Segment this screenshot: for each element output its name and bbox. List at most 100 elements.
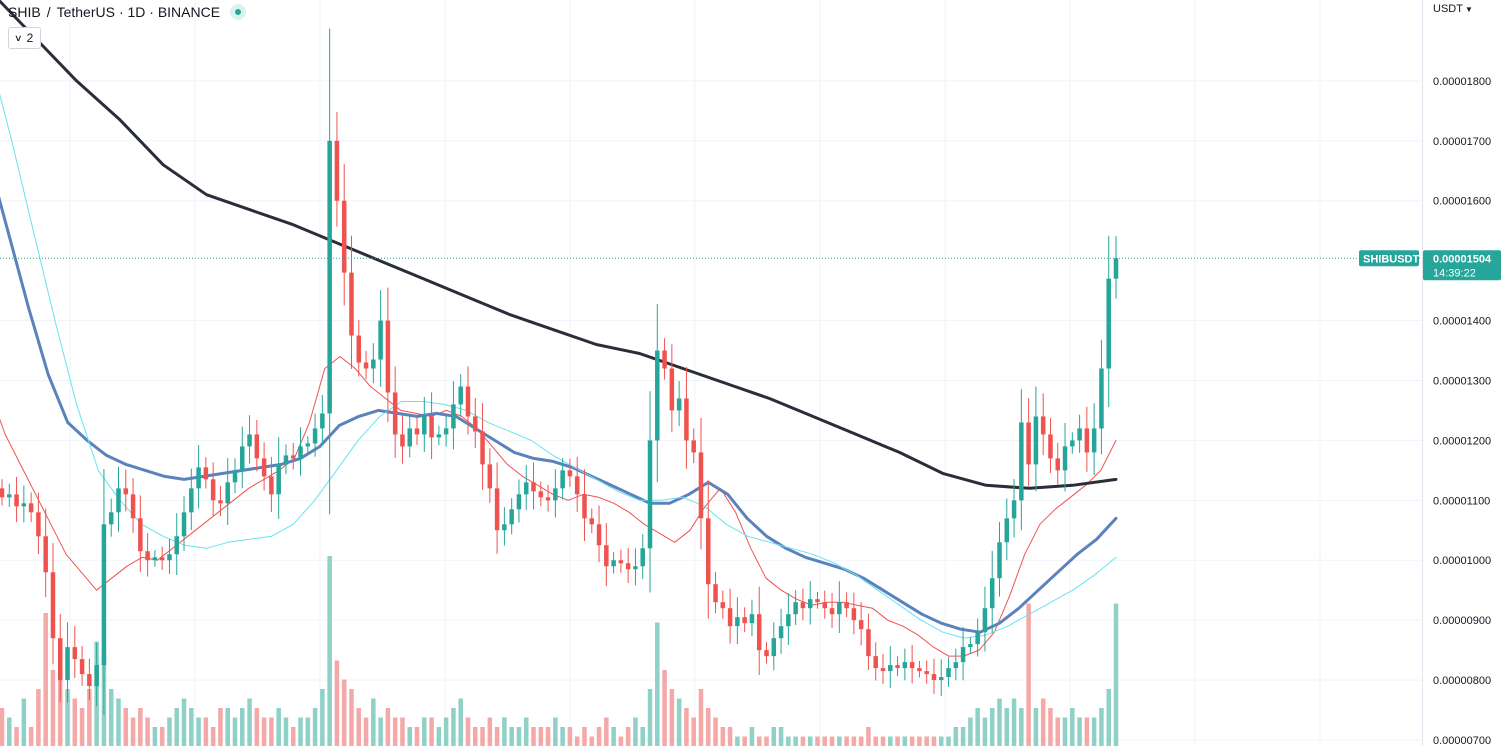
volume-bar (218, 708, 223, 746)
volume-bar (123, 708, 129, 746)
candle-up (647, 440, 653, 549)
candle-down (487, 464, 493, 489)
volume-bar (1004, 708, 1010, 746)
last-price-tag-label: 0.00001504 (1433, 253, 1492, 265)
currency-select[interactable]: USDT ▼ (1433, 3, 1473, 15)
volume-bar (1033, 708, 1039, 746)
candle-down (123, 488, 129, 495)
volume-bar (414, 727, 420, 746)
volume-bar (509, 727, 514, 746)
candle-down (742, 617, 747, 624)
volume-bar (392, 717, 398, 746)
candle-up (247, 434, 252, 447)
volume-bar (909, 736, 915, 746)
candle-down (145, 551, 150, 561)
volume-bar (560, 727, 565, 746)
volume-bar (283, 717, 289, 746)
last-price-tags: SHIBUSDT 0.00001504 14:39:22 (1359, 250, 1501, 281)
volume-bar (72, 698, 78, 746)
volume-bar (21, 698, 27, 746)
volume-bar (7, 717, 12, 746)
volume-bar (975, 708, 980, 746)
candle-up (560, 470, 565, 489)
volume-bar (960, 727, 966, 746)
candle-down (473, 416, 478, 432)
candle-down (625, 563, 631, 570)
volume-bar (1062, 717, 1068, 746)
candle-up (232, 470, 238, 483)
candle-up (327, 140, 332, 414)
candle-down (1055, 458, 1061, 471)
price-axis[interactable]: 0.00001800 0.00001700 0.00001600 0.00001400… (1433, 76, 1491, 746)
volume-bar (698, 689, 704, 746)
symbol-quote[interactable]: TetherUS (56, 4, 115, 20)
volume-bar (181, 698, 187, 746)
indicator-toggle-button[interactable]: ∨ 2 (8, 27, 42, 49)
candle-up (771, 638, 777, 657)
candle-down (341, 200, 347, 273)
ma-line-ma_long (0, 0, 1118, 490)
volume-bar (210, 727, 216, 746)
candle-up (320, 413, 325, 429)
candle-up (982, 608, 988, 633)
volume-bar (764, 736, 769, 746)
candle-up (1033, 416, 1039, 465)
candle-up (953, 662, 959, 669)
volume-bar (800, 736, 806, 746)
candle-up (975, 632, 980, 645)
volume-bar (837, 736, 842, 746)
volume-bar (36, 689, 41, 746)
volume-bar (327, 556, 332, 746)
volume-bar (254, 708, 260, 746)
candle-down (1084, 428, 1090, 453)
volume-bar (793, 736, 798, 746)
volume-bar (407, 727, 412, 746)
volume-bar (87, 689, 92, 746)
symbol-base[interactable]: SHIB (8, 4, 41, 20)
candle-up (1091, 428, 1097, 453)
candle-down (0, 488, 5, 498)
candle-down (480, 431, 485, 465)
candle-down (1026, 422, 1031, 465)
volume-bar (924, 736, 929, 746)
candle-up (101, 524, 107, 666)
candle-down (756, 614, 762, 651)
candle-up (152, 557, 158, 561)
volume-bar (742, 736, 747, 746)
candle-down (531, 482, 536, 492)
candle-up (407, 428, 412, 447)
candle-up (167, 554, 172, 561)
candle-up (436, 434, 442, 438)
candle-up (283, 455, 289, 465)
volume-bar (247, 698, 252, 746)
volume-bar (152, 727, 158, 746)
candle-down (669, 368, 675, 411)
candle-up (1077, 428, 1082, 441)
volume-bar (574, 736, 580, 746)
candle-up (938, 677, 944, 681)
candle-down (269, 476, 274, 495)
volume-bar (269, 717, 274, 746)
volume-bar (1099, 708, 1104, 746)
volume-bar (553, 717, 558, 746)
volume-bar (451, 708, 456, 746)
volume-bar (429, 717, 434, 746)
candle-down (465, 386, 471, 417)
volume-bar (385, 708, 391, 746)
price-tick-label: 0.00001300 (1433, 375, 1491, 387)
volume-bar (465, 717, 471, 746)
candle-down (706, 518, 711, 585)
candle-down (385, 320, 391, 393)
candle-down (356, 335, 362, 363)
volume-bar (145, 717, 150, 746)
candle-up (793, 602, 798, 615)
volume-bar (443, 717, 449, 746)
candle-up (611, 560, 616, 567)
volume-bar (968, 717, 973, 746)
candle-up (189, 488, 194, 513)
volume-bar (735, 736, 740, 746)
candle-down (822, 602, 828, 609)
volume-bar (494, 727, 500, 746)
volume-bar (844, 736, 849, 746)
